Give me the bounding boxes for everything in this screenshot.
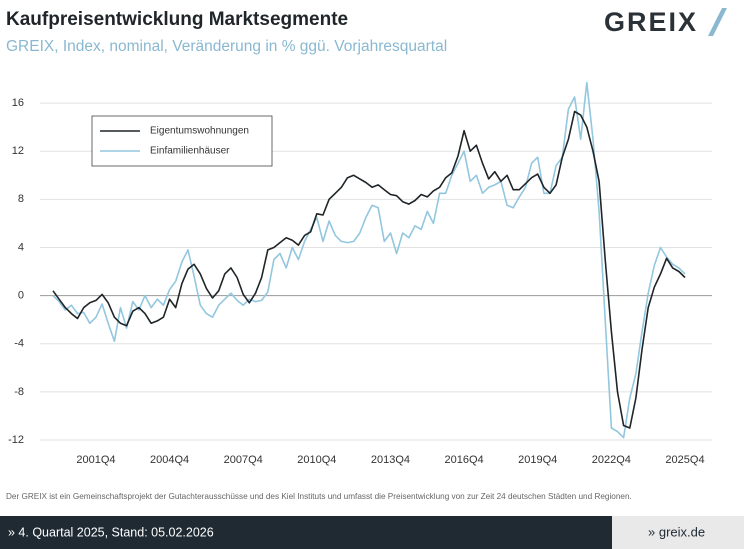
y-tick-label: -4 bbox=[14, 338, 24, 350]
footer-note: Der GREIX ist ein Gemeinschaftsprojekt d… bbox=[6, 492, 632, 501]
legend-label: Einfamilienhäuser bbox=[150, 146, 230, 157]
logo-slash bbox=[708, 8, 727, 36]
y-tick-label: 0 bbox=[18, 289, 24, 301]
chart-subtitle: GREIX, Index, nominal, Veränderung in % … bbox=[6, 38, 447, 55]
series-line bbox=[52, 81, 686, 439]
x-tick-label: 2025Q4 bbox=[665, 454, 704, 466]
x-tick-label: 2001Q4 bbox=[76, 454, 115, 466]
y-tick-label: 8 bbox=[18, 193, 24, 205]
x-tick-label: 2007Q4 bbox=[224, 454, 263, 466]
legend: Eigentumswohnungen Einfamilienhäuser bbox=[91, 115, 273, 167]
footer-status: » 4. Quartal 2025, Stand: 05.02.2026 bbox=[8, 525, 214, 539]
footer-link[interactable]: » greix.de bbox=[648, 524, 705, 539]
y-tick-label: 16 bbox=[12, 97, 24, 109]
legend-box bbox=[91, 115, 273, 167]
x-tick-label: 2004Q4 bbox=[150, 454, 189, 466]
legend-label: Eigentumswohnungen bbox=[150, 126, 249, 137]
footer-link-bg bbox=[612, 516, 744, 549]
x-tick-label: 2019Q4 bbox=[518, 454, 557, 466]
series-line bbox=[52, 110, 686, 429]
y-tick-label: -12 bbox=[8, 434, 24, 446]
y-tick-label: -8 bbox=[14, 386, 24, 398]
chart-title: Kaufpreisentwicklung Marktsegmente bbox=[6, 9, 348, 30]
x-tick-label: 2010Q4 bbox=[297, 454, 336, 466]
logo: GREIX bbox=[604, 7, 727, 37]
y-tick-label: 4 bbox=[18, 241, 24, 253]
x-tick-label: 2022Q4 bbox=[592, 454, 631, 466]
y-tick-label: 12 bbox=[12, 145, 24, 157]
x-tick-label: 2016Q4 bbox=[445, 454, 484, 466]
x-tick-label: 2013Q4 bbox=[371, 454, 410, 466]
logo-text: GREIX bbox=[604, 7, 698, 37]
